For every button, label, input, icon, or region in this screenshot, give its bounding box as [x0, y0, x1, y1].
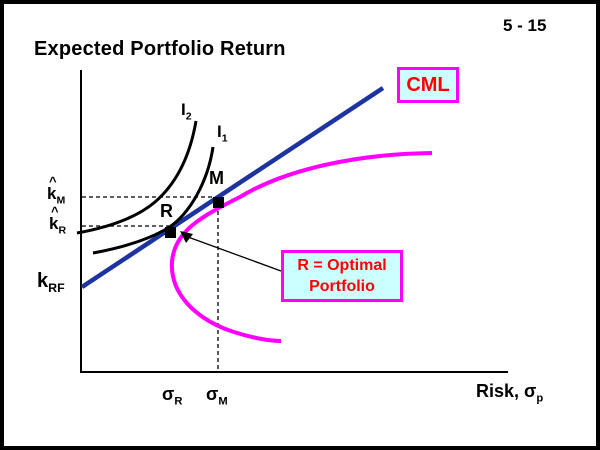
cml-callout-label: CML — [406, 74, 450, 96]
efficient-frontier-curve — [169, 151, 433, 343]
y-label-k-rf: kRF — [37, 270, 65, 295]
callout-leader-line — [187, 236, 282, 272]
y-label-k-r: ^ kR — [49, 204, 67, 237]
point-m-marker — [213, 197, 224, 208]
label-point-m: M — [209, 168, 224, 188]
x-label-sigma-m: σM — [206, 384, 228, 408]
cml-line — [80, 86, 385, 289]
label-point-r: R — [160, 201, 173, 221]
hat-accent: ^ — [49, 174, 57, 189]
label-indifference-i2: I2 — [181, 100, 192, 123]
optimal-portfolio-callout-box: R = Optimal Portfolio — [281, 250, 403, 302]
point-r-marker — [165, 227, 176, 238]
optimal-callout-line2: Portfolio — [309, 278, 375, 295]
leader-arrowhead-icon — [180, 231, 193, 243]
label-indifference-i1: I1 — [217, 122, 228, 145]
y-label-k-m: ^ kM — [47, 174, 66, 207]
cml-callout-box: CML — [397, 67, 459, 103]
x-axis-title: Risk, σp — [476, 381, 544, 405]
x-label-sigma-r: σR — [162, 384, 183, 408]
page-title: Expected Portfolio Return — [34, 38, 286, 60]
indifference-curve-i1 — [92, 146, 215, 255]
hat-accent: ^ — [51, 204, 59, 219]
optimal-callout-line1: R = Optimal — [297, 257, 387, 274]
indifference-curve-i2 — [76, 120, 198, 235]
slide-number: 5 - 15 — [503, 16, 547, 35]
